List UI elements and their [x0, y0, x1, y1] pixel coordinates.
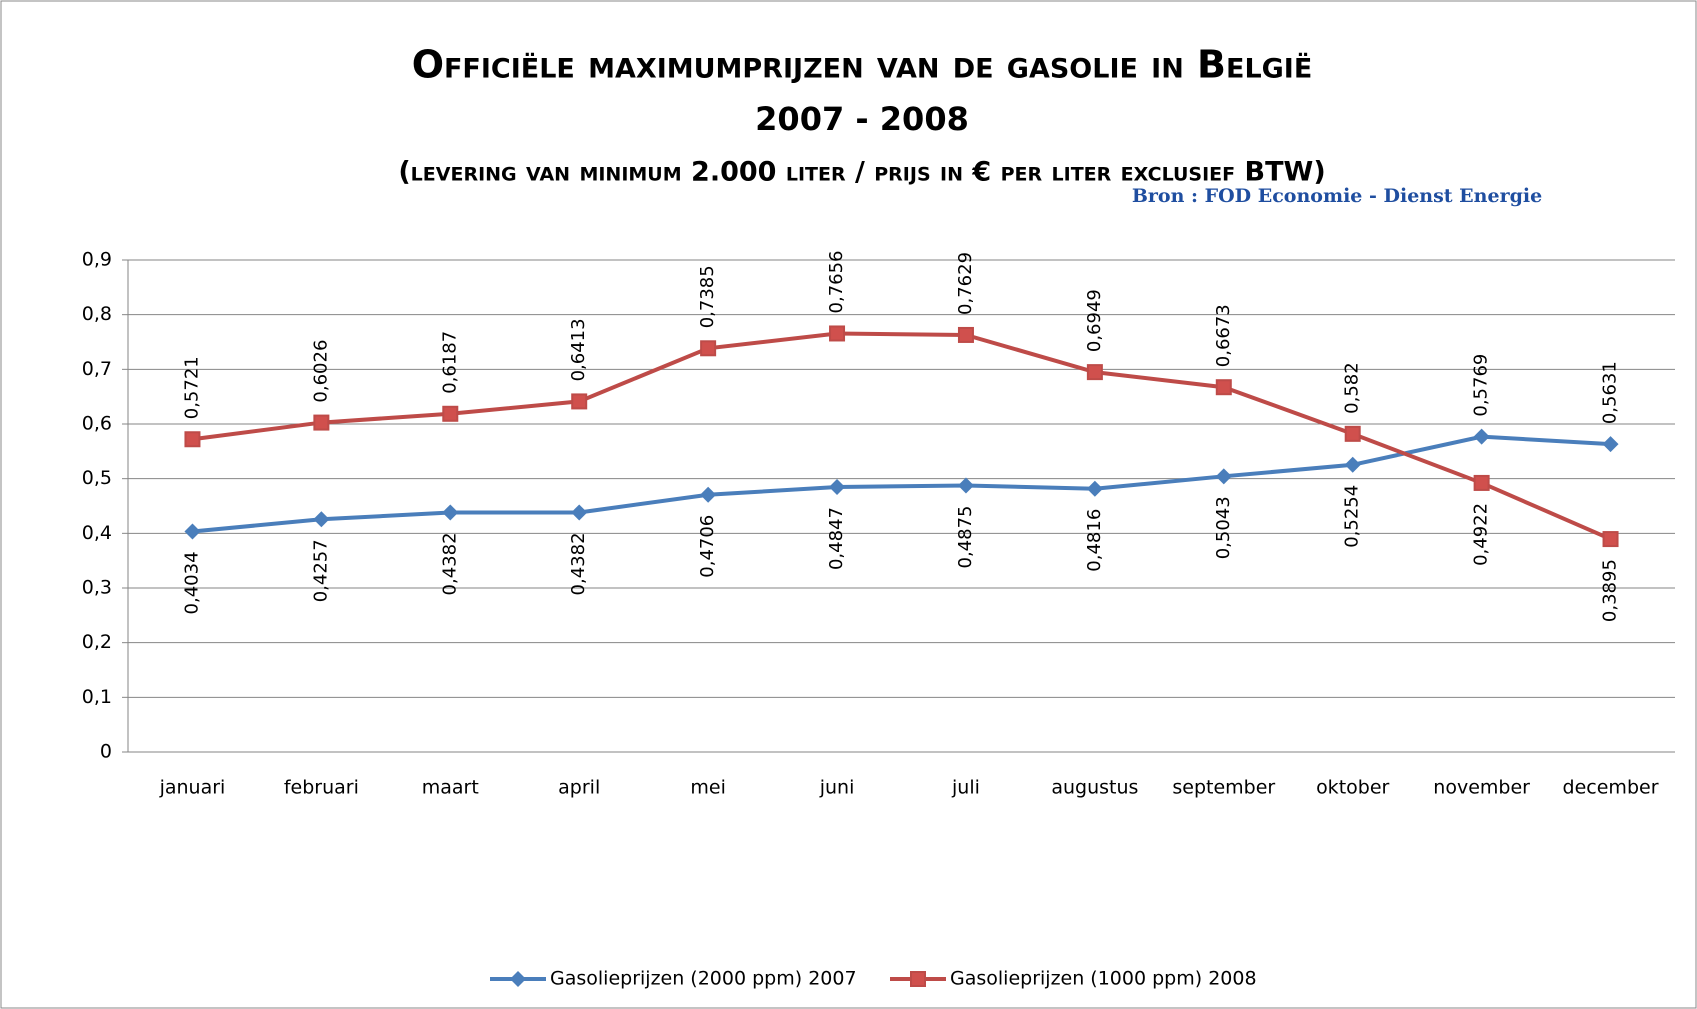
data-label: 0,4922: [1471, 503, 1492, 566]
data-label: 0,6949: [1084, 289, 1105, 352]
marker: [313, 414, 330, 431]
data-label: 0,582: [1342, 362, 1363, 414]
marker: [184, 431, 201, 448]
marker: [571, 504, 588, 521]
data-label: 0,4382: [439, 532, 460, 595]
data-label: 0,7385: [697, 265, 718, 328]
y-tick-label: 0,6: [82, 413, 112, 435]
y-tick-label: 0,4: [82, 522, 112, 544]
data-label: 0,5254: [1342, 485, 1363, 548]
data-label: 0,4257: [310, 539, 331, 602]
data-label: 0,6673: [1213, 304, 1234, 367]
chart-note: (levering van minimum 2.000 liter / prij…: [398, 157, 1325, 188]
x-tick-label: juni: [819, 777, 855, 799]
x-tick-label: mei: [690, 777, 725, 799]
marker: [510, 971, 526, 987]
data-label: 0,5769: [1471, 354, 1492, 417]
marker: [1215, 468, 1232, 485]
chart-subtitle: 2007 - 2008: [755, 100, 969, 138]
series-line: [192, 434, 1611, 534]
data-label: 0,4034: [181, 551, 202, 614]
data-label: 0,4875: [955, 505, 976, 568]
marker: [700, 486, 717, 503]
y-tick-label: 0: [100, 741, 112, 763]
marker: [829, 479, 846, 496]
x-tick-label: april: [558, 777, 600, 799]
marker: [571, 393, 588, 410]
data-label: 0,5631: [1600, 361, 1621, 424]
chart-title: Officiële maximumprijzen van de gasolie …: [412, 43, 1313, 87]
data-label: 0,4816: [1084, 509, 1105, 572]
data-label: 0,7656: [826, 250, 847, 313]
x-tick-label: december: [1563, 777, 1659, 799]
marker: [313, 511, 330, 528]
series-line: [192, 331, 1612, 541]
y-tick-label: 0,1: [82, 686, 112, 708]
marker: [1344, 456, 1361, 473]
marker: [700, 340, 717, 357]
data-label: 0,6187: [439, 331, 460, 394]
marker: [1086, 480, 1103, 497]
marker: [1602, 531, 1619, 548]
x-tick-label: oktober: [1316, 777, 1389, 799]
marker: [957, 477, 974, 494]
x-tick-label: november: [1433, 777, 1530, 799]
legend-label: Gasolieprijzen (1000 ppm) 2008: [950, 968, 1257, 990]
marker: [184, 523, 201, 540]
marker: [442, 405, 459, 422]
data-label: 0,7629: [955, 252, 976, 315]
x-tick-label: september: [1172, 777, 1275, 799]
x-tick-label: januari: [159, 777, 226, 799]
marker: [1473, 474, 1490, 491]
marker: [1215, 379, 1232, 396]
marker: [1602, 436, 1619, 453]
y-tick-label: 0,8: [82, 303, 112, 325]
x-tick-label: maart: [422, 777, 479, 799]
data-label: 0,4847: [826, 507, 847, 570]
data-label: 0,3895: [1600, 559, 1621, 622]
y-tick-label: 0,9: [82, 249, 112, 271]
data-label: 0,5721: [181, 356, 202, 419]
legend-label: Gasolieprijzen (2000 ppm) 2007: [550, 968, 857, 990]
data-label: 0,6413: [568, 318, 589, 381]
y-tick-label: 0,3: [82, 577, 112, 599]
data-label: 0,4706: [697, 515, 718, 578]
y-tick-label: 0,2: [82, 631, 112, 653]
marker: [910, 971, 926, 987]
data-label: 0,5043: [1213, 496, 1234, 559]
x-tick-label: juli: [951, 777, 980, 799]
marker: [1086, 364, 1103, 381]
y-tick-label: 0,5: [82, 467, 112, 489]
y-tick-label: 0,7: [82, 358, 112, 380]
chart-source: Bron : FOD Economie - Dienst Energie: [1132, 185, 1542, 207]
data-label: 0,4382: [568, 532, 589, 595]
marker: [957, 326, 974, 343]
marker: [1344, 425, 1361, 442]
marker: [829, 325, 846, 342]
marker: [442, 504, 459, 521]
x-tick-label: augustus: [1051, 777, 1138, 799]
data-label: 0,6026: [310, 340, 331, 403]
marker: [1473, 428, 1490, 445]
x-tick-label: februari: [284, 777, 359, 799]
